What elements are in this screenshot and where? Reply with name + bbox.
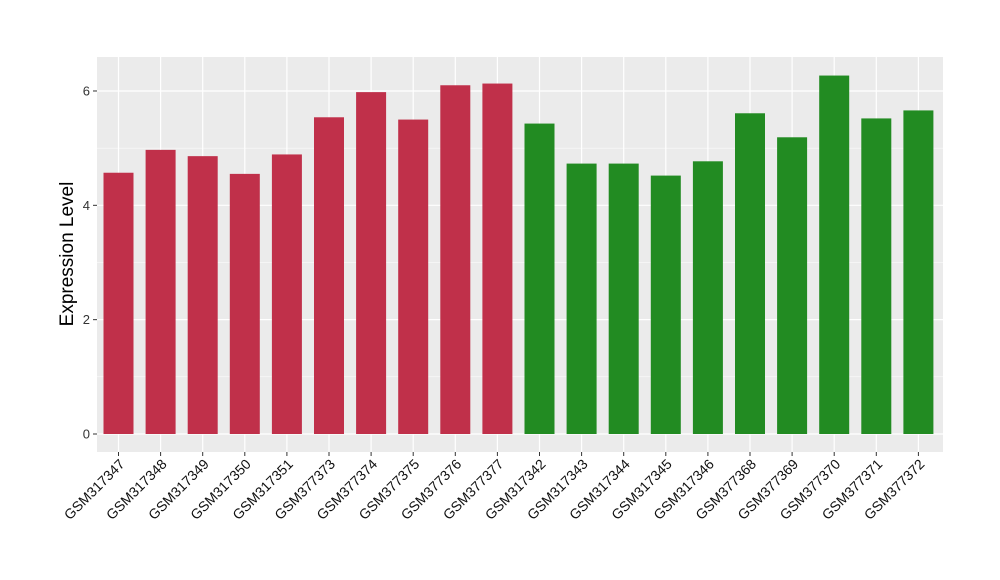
bar-gsm317348 [145,149,176,434]
y-tick-label: 0 [83,427,90,442]
bar-gsm317345 [650,175,681,434]
bar-gsm377373 [314,117,344,434]
x-axis-ticks: GSM317347GSM317348GSM317349GSM317350GSM3… [61,452,928,523]
bar-gsm377369 [777,137,808,434]
bar-gsm377368 [735,113,765,434]
y-tick-label: 6 [83,83,90,98]
bar-gsm317346 [692,161,723,434]
bar-gsm377375 [398,119,429,434]
bar-gsm377370 [819,75,850,434]
bar-gsm317343 [566,163,597,434]
bar-gsm317347 [103,172,134,434]
bar-gsm377371 [861,118,892,434]
y-axis-ticks: 0 2 4 6 [83,83,97,442]
y-tick-label: 2 [83,312,90,327]
plot-panel [97,57,943,452]
bar-gsm377376 [440,85,471,434]
bar-gsm317349 [187,156,218,434]
y-axis-title: Expression Level [57,182,78,327]
bar-gsm377372 [903,110,934,435]
bar-gsm377377 [482,83,513,434]
y-tick-label: 4 [83,198,90,213]
bar-gsm317351 [271,154,302,434]
bars [103,75,934,435]
bar-gsm317350 [229,173,260,434]
bar-gsm317342 [524,123,555,435]
bar-gsm317344 [608,163,639,434]
bar-gsm377374 [356,92,387,434]
